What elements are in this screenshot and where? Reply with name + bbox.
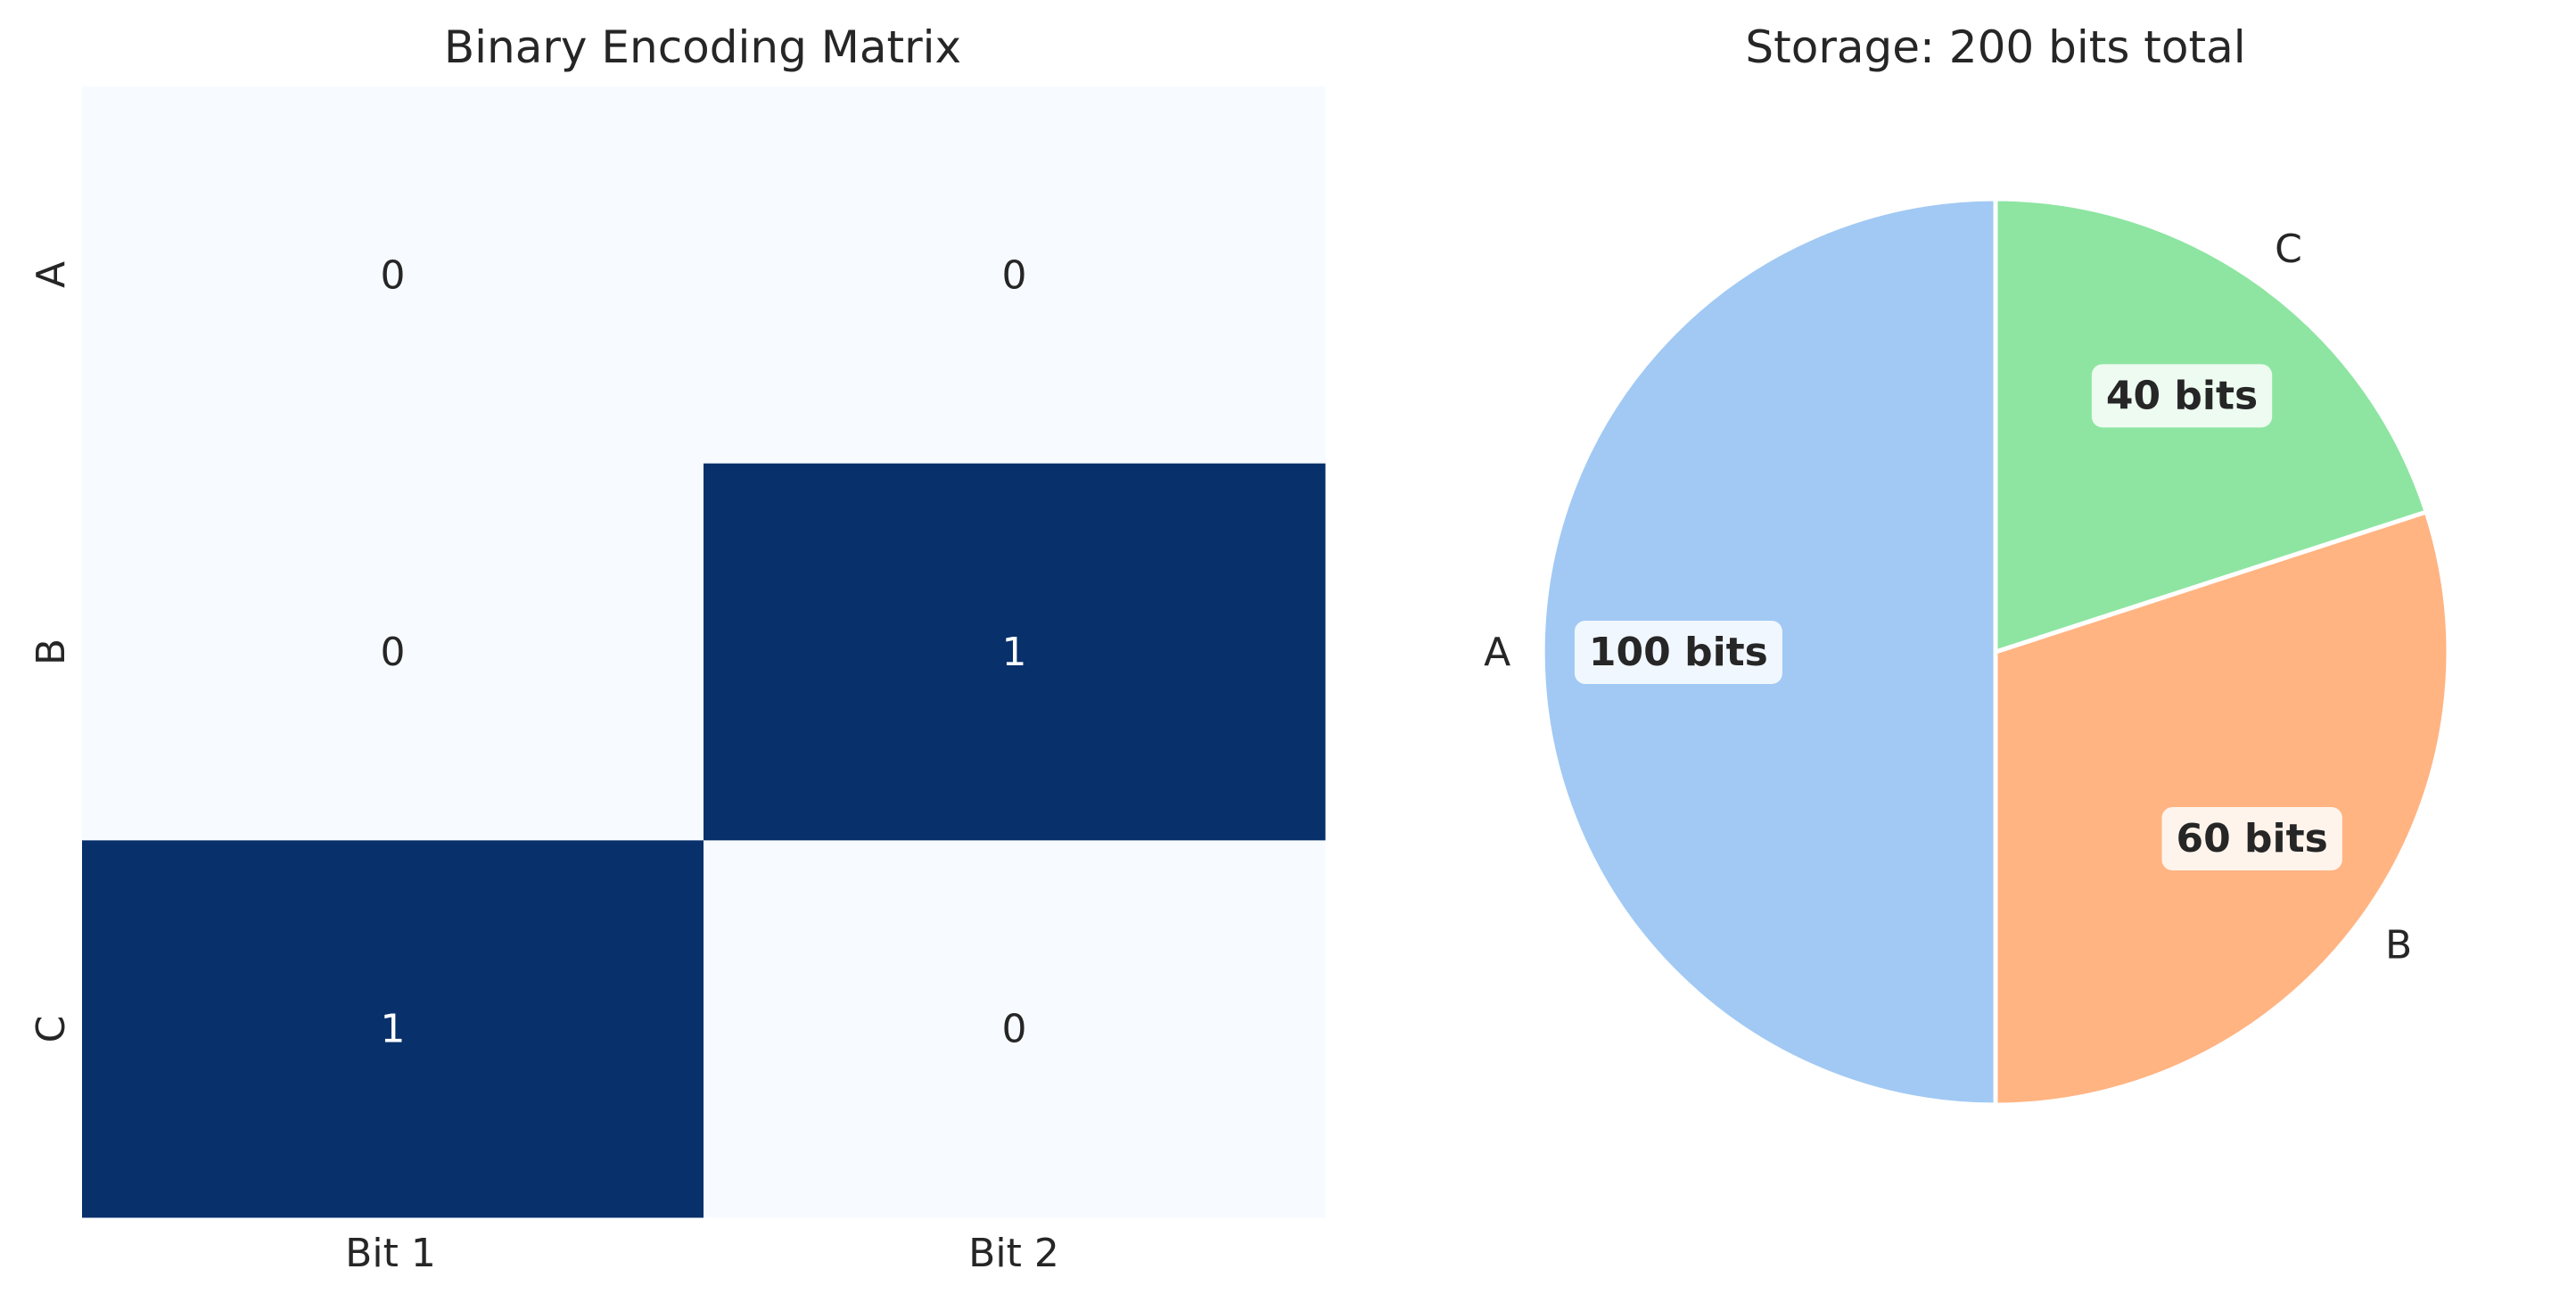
- heatmap-cell-b-2: [704, 463, 1326, 841]
- pie-value-box-b: [2161, 807, 2342, 871]
- heatmap-y-tick-c: C: [29, 1016, 74, 1043]
- pie-title: Storage: 200 bits total: [1745, 21, 2245, 73]
- heatmap-cell-a-2: [704, 87, 1326, 465]
- pie-label-c: C: [2275, 227, 2302, 272]
- heatmap-cell-c-1: [82, 840, 704, 1218]
- heatmap-cell-b-1: [82, 463, 704, 841]
- pie-value-label-a: 100 bits: [1574, 621, 1782, 684]
- pie-panel: Storage: 200 bits total A 100 bits B 60 bit…: [1484, 21, 2451, 1108]
- heatmap-cell-label-b-2: 1: [1002, 630, 1027, 675]
- heatmap-cell-labels: 0 0 0 1 1 0: [381, 252, 1027, 1051]
- heatmap-x-tick-bit-2: Bit 2: [968, 1231, 1059, 1276]
- heatmap-y-tick-b: B: [29, 639, 74, 665]
- pie-value-label-b: 60 bits: [2161, 807, 2342, 871]
- pie-value-text-b: 60 bits: [2177, 816, 2328, 861]
- pie-value-box-c: [2091, 364, 2273, 428]
- pie-value-box-a: [1574, 621, 1782, 684]
- heatmap-cell-label-c-2: 0: [1002, 1007, 1027, 1052]
- pie-label-b: B: [2385, 922, 2412, 968]
- heatmap-cell-label-a-2: 0: [1002, 252, 1027, 298]
- heatmap-title: Binary Encoding Matrix: [444, 21, 961, 73]
- heatmap-cell-label-a-1: 0: [381, 252, 406, 298]
- heatmap-x-tick-bit-1: Bit 1: [345, 1231, 436, 1276]
- heatmap-cell-label-b-1: 0: [381, 630, 406, 675]
- heatmap-cell-a-1: [82, 87, 704, 465]
- heatmap-cells: [82, 87, 1326, 1218]
- heatmap-y-tick-a: A: [29, 261, 74, 288]
- pie-value-text-a: 100 bits: [1589, 630, 1768, 675]
- pie-label-a: A: [1484, 630, 1510, 675]
- heatmap-panel: Binary Encoding Matrix 0 0 0 1 1 0 Bit 1 Bit …: [29, 21, 1326, 1276]
- heatmap-cell-label-c-1: 1: [381, 1007, 406, 1052]
- pie-value-text-c: 40 bits: [2106, 373, 2258, 418]
- pie-labels: A 100 bits B 60 bits C 40 bits: [1484, 227, 2412, 968]
- pie-value-label-c: 40 bits: [2091, 364, 2273, 428]
- heatmap-cell-c-2: [704, 840, 1326, 1218]
